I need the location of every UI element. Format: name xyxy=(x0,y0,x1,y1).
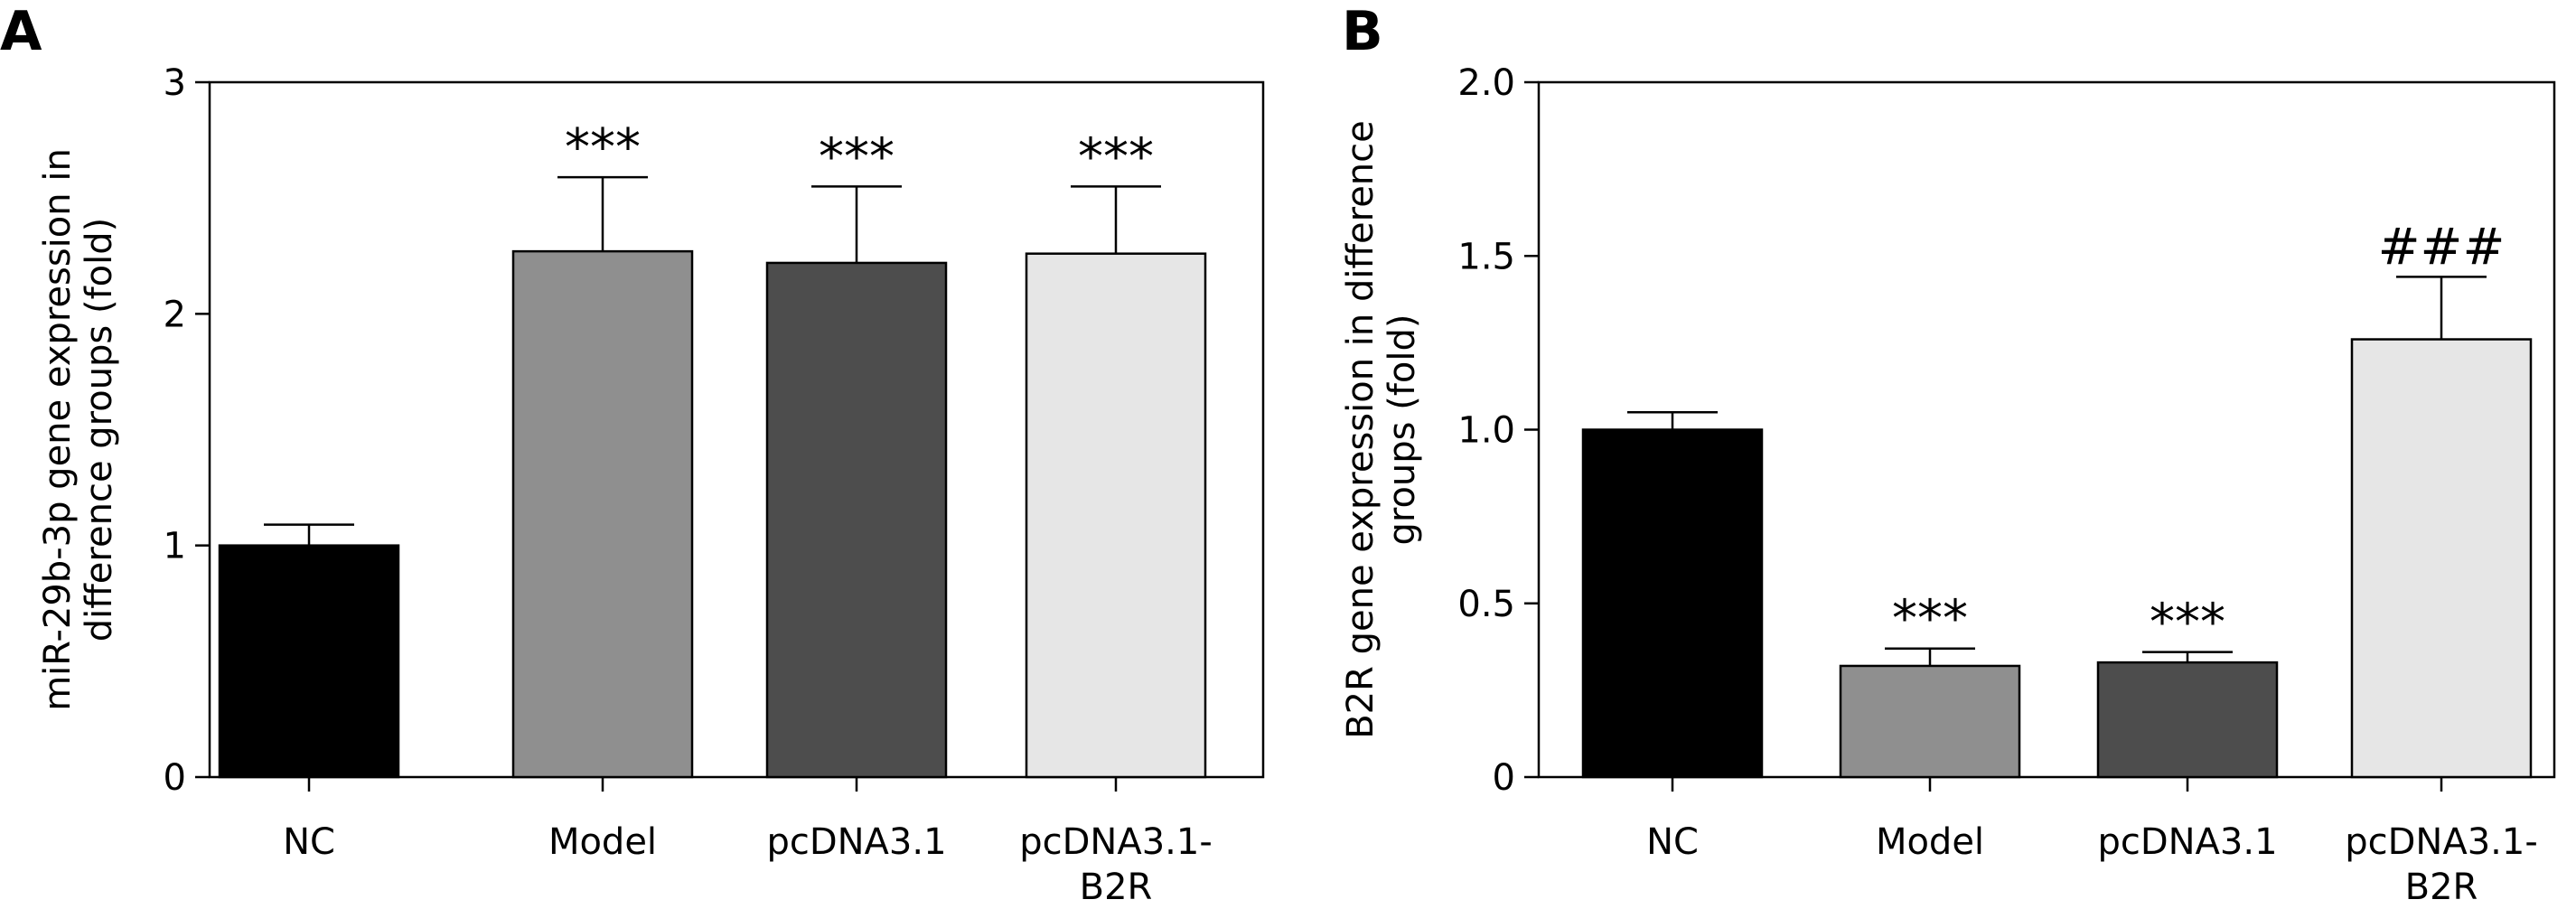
panel-a-y-tick-label: 1 xyxy=(164,526,186,567)
panel-b-category-label: NC xyxy=(1646,821,1699,863)
panel-a-letter: A xyxy=(0,0,42,63)
panel-b-y-tick-label: 1.5 xyxy=(1457,236,1515,277)
panel-b-significance-label: *** xyxy=(1892,590,1968,649)
panel-a-chart: A 0 1 2 3 miR-29b-3p gene expression indiffer… xyxy=(0,0,1265,908)
panel-b-category-label: Model xyxy=(1876,821,1984,863)
panel-b-y-tick-label: 1.0 xyxy=(1457,410,1515,452)
panel-a-y-tick-label: 3 xyxy=(164,62,186,104)
panel-b-y-tick-label: 0 xyxy=(1493,757,1515,799)
panel-b-bar-1 xyxy=(1581,428,1764,779)
panel-b-bar-3 xyxy=(2096,661,2279,779)
panel-b-letter: B xyxy=(1342,0,1383,63)
panel-b-y-tick-label: 0.5 xyxy=(1457,584,1515,625)
panel-b-bar-4 xyxy=(2350,338,2533,779)
panel-a-bar-1 xyxy=(218,544,400,779)
panel-a-significance-label: *** xyxy=(1078,127,1154,186)
panel-b-y-axis-title: B2R gene expression in differencegroups … xyxy=(1340,120,1423,739)
panel-b-y-tick-label: 2.0 xyxy=(1457,62,1515,104)
panel-a-significance-label: *** xyxy=(565,118,641,177)
panel-a-y-axis-title: miR-29b-3p gene expression indifference … xyxy=(37,148,120,711)
panel-a-y-tick-label: 2 xyxy=(164,294,186,335)
panel-a-bar-4 xyxy=(1025,252,1207,779)
panel-a-category-label: pcDNA3.1 xyxy=(766,821,946,863)
panel-a-category-label: Model xyxy=(548,821,657,863)
panel-a-category-label: NC xyxy=(283,821,335,863)
panel-b-significance-label: ### xyxy=(2378,218,2506,276)
panel-b-chart: B 0 0.5 1.0 1.5 2.0 B2R gene expression in dif… xyxy=(1340,0,2556,908)
panel-b-category-label: pcDNA3.1 xyxy=(2097,821,2277,863)
panel-b-bar-2 xyxy=(1839,664,2021,779)
panel-a-bar-2 xyxy=(511,249,694,779)
panel-a-plot-frame xyxy=(208,80,1265,779)
panel-a-significance-label: *** xyxy=(819,127,895,186)
panel-a-y-tick-label: 0 xyxy=(164,757,186,799)
panel-b-significance-label: *** xyxy=(2150,594,2225,652)
panel-a-bar-3 xyxy=(765,261,948,779)
panel-b-category-label: pcDNA3.1-B2R xyxy=(2345,821,2538,904)
panel-a-category-label: pcDNA3.1-B2R xyxy=(1019,821,1213,904)
